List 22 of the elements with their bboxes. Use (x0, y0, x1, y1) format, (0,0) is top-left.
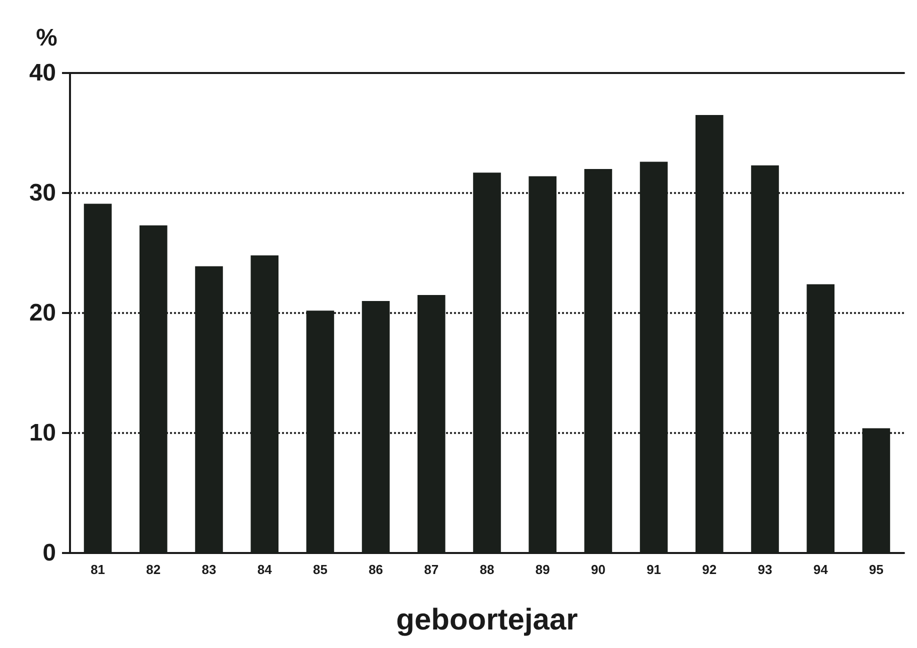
x-tick-label: 84 (257, 562, 273, 577)
x-tick-label: 89 (535, 562, 550, 577)
y-tick-label: 0 (42, 540, 56, 566)
x-tick-label: 87 (424, 562, 439, 577)
x-tick-label: 90 (590, 562, 606, 577)
y-tick-label: 20 (29, 300, 56, 326)
y-axis-title: % (36, 24, 58, 52)
x-tick-label: 88 (480, 562, 494, 577)
x-tick-label: 83 (202, 562, 216, 577)
x-tick-label: 91 (646, 562, 662, 577)
x-tick-label: 92 (702, 562, 717, 577)
x-tick-label: 82 (146, 562, 161, 577)
x-axis-title: geboortejaar (396, 604, 578, 636)
x-tick-label: 95 (868, 562, 884, 577)
x-tick-label: 93 (758, 562, 772, 577)
x-tick-label: 86 (368, 562, 384, 577)
x-tick-label: 94 (813, 562, 829, 577)
y-tick-label: 40 (29, 60, 56, 86)
y-tick-label: 30 (29, 180, 56, 206)
y-tick-label: 10 (29, 420, 56, 446)
x-tick-label: 85 (312, 562, 328, 577)
x-tick-label: 81 (90, 562, 106, 577)
